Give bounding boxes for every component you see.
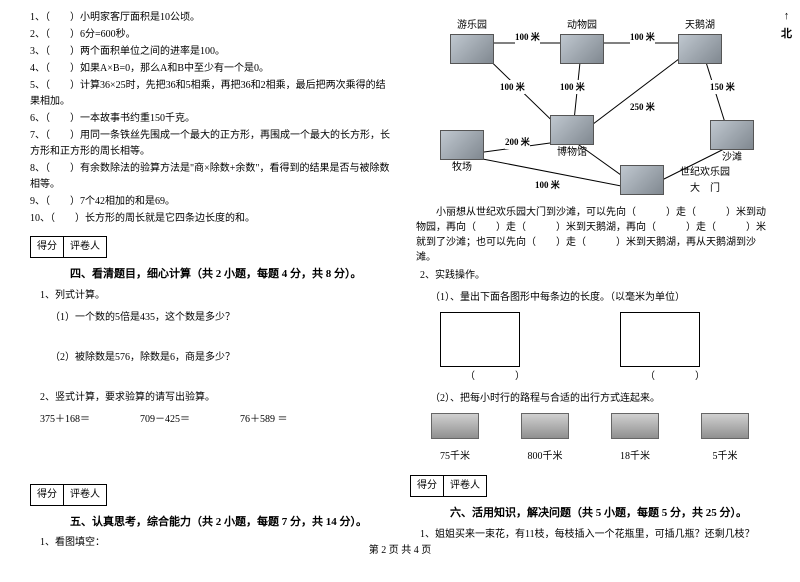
- vehicle-dist: 800千米: [521, 449, 569, 465]
- judging-item: 8、（ ）有余数除法的验算方法是"商×除数+余数"，看得到的结果是否与被除数相等…: [30, 161, 390, 193]
- q4-2: 2、竖式计算，要求验算的请写出验算。: [40, 390, 390, 406]
- edge-label: 100 米: [560, 80, 585, 94]
- judging-item: 4、（ ）如果A×B=0，那么A和B中至少有一个是0。: [30, 61, 390, 77]
- judging-item: 6、（ ）一本故事书约重150千克。: [30, 111, 390, 127]
- compass-arrow: ↑: [781, 8, 792, 26]
- walk-icon: [431, 413, 479, 439]
- map-node-gate: 世纪欢乐园大 门: [620, 165, 664, 195]
- map-node-zoo: 动物园: [560, 18, 604, 64]
- map-node-farm: 牧场: [440, 130, 484, 176]
- q4-1: 1、列式计算。: [40, 288, 390, 304]
- page-footer: 第 2 页 共 4 页: [0, 543, 800, 559]
- q2b: （2）、把每小时行的路程与合适的出行方式连起来。: [430, 391, 770, 407]
- map-node-amusement: 游乐园: [450, 18, 494, 64]
- judging-item: 2、（ ）6分=600秒。: [30, 27, 390, 43]
- edge-label: 200 米: [505, 135, 530, 149]
- vehicle-bike: 5千米: [701, 413, 749, 465]
- edge-label: 100 米: [535, 178, 560, 192]
- calc-3: 76＋589 ＝: [240, 412, 288, 428]
- edge-label: 150 米: [710, 80, 735, 94]
- judging-item: 1、（ ）小明家客厅面积是10公顷。: [30, 10, 390, 26]
- plane-icon: [611, 413, 659, 439]
- vehicles-row: 75千米 800千米 18千米 5千米: [410, 413, 770, 465]
- vehicle-plane: 18千米: [611, 413, 659, 465]
- map-node-swan: 天鹅湖: [678, 18, 722, 64]
- bike-icon: [701, 413, 749, 439]
- q6-1: 1、姐姐买来一束花，有11枝，每枝插入一个花瓶里，可插几瓶？还剩几枝？: [420, 527, 770, 543]
- calc-2: 709－425＝: [140, 412, 190, 428]
- edge-label: 100 米: [500, 80, 525, 94]
- car-icon: [521, 413, 569, 439]
- section-5-title: 五、认真思考，综合能力（共 2 小题，每题 7 分，共 14 分）。: [70, 514, 390, 532]
- map-diagram: 游乐园 动物园 天鹅湖牧场 博物馆 沙滩世纪欢乐园大 门 100 米 100 米 100 米…: [420, 10, 760, 205]
- vehicle-car: 800千米: [521, 413, 569, 465]
- q4-1b: （2）被除数是576，除数是6，商是多少？: [50, 350, 390, 366]
- vehicle-dist: 5千米: [701, 449, 749, 465]
- measure-boxes: [440, 312, 770, 367]
- judging-item: 9、（ ）7个42相加的和是69。: [30, 194, 390, 210]
- q2: 2、实践操作。: [420, 268, 770, 284]
- edge-label: 100 米: [515, 30, 540, 44]
- edge-label: 100 米: [630, 30, 655, 44]
- left-column: 1、（ ）小明家客厅面积是10公顷。2、（ ）6分=600秒。3、（ ）两个面积…: [30, 10, 390, 557]
- vehicle-dist: 75千米: [431, 449, 479, 465]
- measure-box-2: [620, 312, 700, 367]
- score-label: 得分: [31, 237, 64, 257]
- score-label: 得分: [411, 476, 444, 496]
- score-box-6: 得分 评卷人: [410, 475, 487, 497]
- calc-row: 375＋168＝ 709－425＝ 76＋589 ＝: [40, 412, 390, 428]
- paren-row: （ ） （ ）: [465, 369, 770, 385]
- paren-1: （ ）: [465, 369, 525, 385]
- right-column: 游乐园 动物园 天鹅湖牧场 博物馆 沙滩世纪欢乐园大 门 100 米 100 米 100 米…: [410, 10, 770, 557]
- fill-blank-text: 小丽想从世纪欢乐园大门到沙滩，可以先向（ ）走（ ）米到动物园，再向（ ）走（ …: [416, 205, 770, 265]
- judging-item: 10、（ ）长方形的周长就是它四条边长度的和。: [30, 211, 390, 227]
- judging-item: 3、（ ）两个面积单位之间的进率是100。: [30, 44, 390, 60]
- judging-item: 7、（ ）用同一条铁丝先围成一个最大的正方形，再围成一个最大的长方形，长方形和正…: [30, 128, 390, 160]
- score-box-4: 得分 评卷人: [30, 236, 107, 258]
- q4-1a: （1）一个数的5倍是435，这个数是多少？: [50, 310, 390, 326]
- page: 1、（ ）小明家客厅面积是10公顷。2、（ ）6分=600秒。3、（ ）两个面积…: [0, 0, 800, 582]
- grader-label: 评卷人: [64, 485, 106, 505]
- map-node-beach: 沙滩: [710, 120, 754, 166]
- vehicle-walk: 75千米: [431, 413, 479, 465]
- map-node-museum: 博物馆: [550, 115, 594, 161]
- paren-2: （ ）: [645, 369, 705, 385]
- judging-questions: 1、（ ）小明家客厅面积是10公顷。2、（ ）6分=600秒。3、（ ）两个面积…: [30, 10, 390, 227]
- judging-item: 5、（ ）计算36×25时，先把36和5相乘，再把36和2相乘，最后把两次乘得的…: [30, 78, 390, 110]
- compass-label: 北: [781, 26, 792, 44]
- score-box-5: 得分 评卷人: [30, 484, 107, 506]
- grader-label: 评卷人: [444, 476, 486, 496]
- grader-label: 评卷人: [64, 237, 106, 257]
- vehicle-dist: 18千米: [611, 449, 659, 465]
- calc-1: 375＋168＝: [40, 412, 90, 428]
- edge-label: 250 米: [630, 100, 655, 114]
- section-6-title: 六、活用知识，解决问题（共 5 小题，每题 5 分，共 25 分）。: [450, 505, 770, 523]
- compass: ↑ 北: [781, 8, 792, 43]
- section-4-title: 四、看清题目，细心计算（共 2 小题，每题 4 分，共 8 分）。: [70, 266, 390, 284]
- measure-box-1: [440, 312, 520, 367]
- score-label: 得分: [31, 485, 64, 505]
- q2a: （1）、量出下面各图形中每条边的长度。（以毫米为单位）: [430, 290, 770, 306]
